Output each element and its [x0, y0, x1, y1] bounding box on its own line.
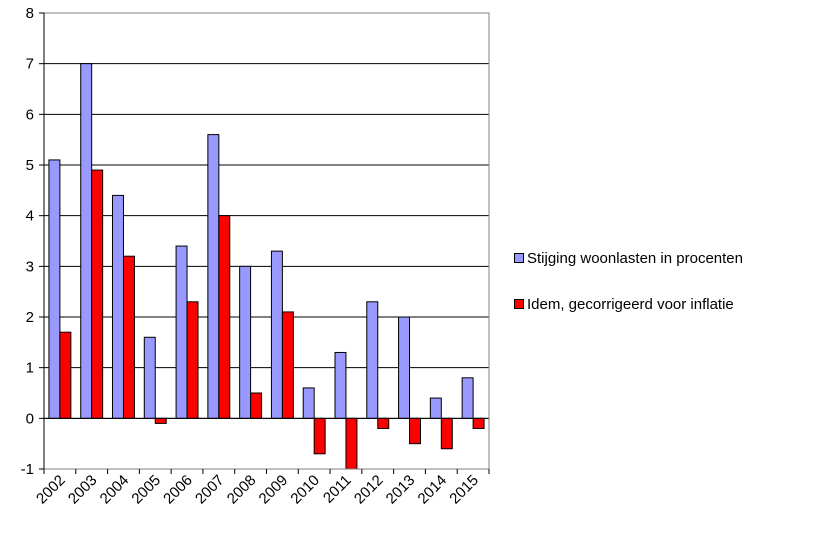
bar-series-2-2005 — [154, 417, 167, 424]
y-tick-label: 4 — [26, 208, 34, 225]
legend-item-series-1: Stijging woonlasten in procenten — [514, 248, 819, 268]
bar-series-2-2008 — [250, 392, 263, 419]
bar-series-2-2011 — [345, 417, 358, 470]
x-tick-label: 2014 — [415, 472, 451, 508]
bar-series-2-2009 — [281, 311, 294, 419]
bar-series-2-2014 — [440, 417, 453, 450]
y-tick-label: 7 — [26, 56, 34, 73]
y-axis-ticks: -1 0 1 2 3 4 5 6 7 8 — [21, 5, 44, 478]
gridlines — [44, 12, 489, 419]
y-tick-label: 0 — [26, 410, 34, 427]
x-axis-ticks: 2002200320042005200620072008200920102011… — [33, 469, 490, 508]
x-tick-label: 2015 — [446, 472, 482, 508]
bar-series-2-2012 — [377, 417, 390, 429]
bar-series-1-2009 — [270, 250, 283, 419]
y-tick-label: 2 — [26, 309, 34, 326]
bar-series-1-2003 — [80, 63, 93, 419]
plot-frame — [43, 12, 490, 470]
x-tick-label: 2003 — [65, 472, 101, 508]
bar-series-2-2007 — [218, 215, 231, 419]
bar-series-1-2014 — [429, 397, 442, 419]
bar-series-1-2008 — [239, 265, 252, 419]
x-tick-label: 2010 — [287, 472, 323, 508]
legend: Stijging woonlasten in procenten Idem, g… — [514, 248, 819, 340]
bar-series-2-2006 — [186, 301, 199, 419]
legend-swatch-series-2 — [514, 299, 524, 309]
x-tick-label: 2013 — [383, 472, 419, 508]
bar-series-1-2013 — [398, 316, 411, 419]
y-tick-label: 3 — [26, 258, 34, 275]
y-tick-label: 5 — [26, 157, 34, 174]
x-tick-label: 2006 — [160, 472, 196, 508]
bar-series-2-2002 — [59, 331, 72, 419]
x-tick-label: 2007 — [192, 472, 228, 508]
x-tick-label: 2002 — [33, 472, 69, 508]
bar-series-1-2006 — [175, 245, 188, 419]
bar-series-2-2015 — [472, 417, 485, 429]
x-tick-label: 2005 — [128, 472, 164, 508]
y-tick-label: -1 — [21, 461, 34, 478]
bar-series-1-2012 — [366, 301, 379, 419]
bars — [48, 63, 485, 470]
bar-series-1-2010 — [302, 387, 315, 419]
x-tick-label: 2008 — [224, 472, 260, 508]
bar-series-2-2004 — [122, 255, 135, 419]
legend-label-series-2: Idem, gecorrigeerd voor inflatie — [527, 295, 734, 313]
axes — [43, 12, 490, 470]
legend-swatch-series-1 — [514, 253, 524, 263]
bar-series-1-2005 — [143, 336, 156, 419]
x-tick-label: 2011 — [320, 472, 355, 507]
y-tick-label: 8 — [26, 5, 34, 22]
bar-series-1-2004 — [111, 194, 124, 419]
x-tick-label: 2004 — [97, 472, 133, 508]
legend-item-series-2: Idem, gecorrigeerd voor inflatie — [514, 294, 819, 314]
legend-label-series-1: Stijging woonlasten in procenten — [527, 249, 743, 267]
bar-series-2-2010 — [313, 417, 326, 455]
y-tick-label: 1 — [26, 360, 34, 377]
bar-series-1-2007 — [207, 134, 220, 419]
y-tick-label: 6 — [26, 106, 34, 123]
bar-series-1-2011 — [334, 351, 347, 419]
x-tick-label: 2012 — [351, 472, 387, 508]
bar-series-2-2003 — [91, 169, 104, 419]
bar-series-1-2002 — [48, 159, 61, 419]
x-tick-label: 2009 — [256, 472, 292, 508]
bar-series-1-2015 — [461, 377, 474, 419]
bar-series-2-2013 — [409, 417, 422, 445]
